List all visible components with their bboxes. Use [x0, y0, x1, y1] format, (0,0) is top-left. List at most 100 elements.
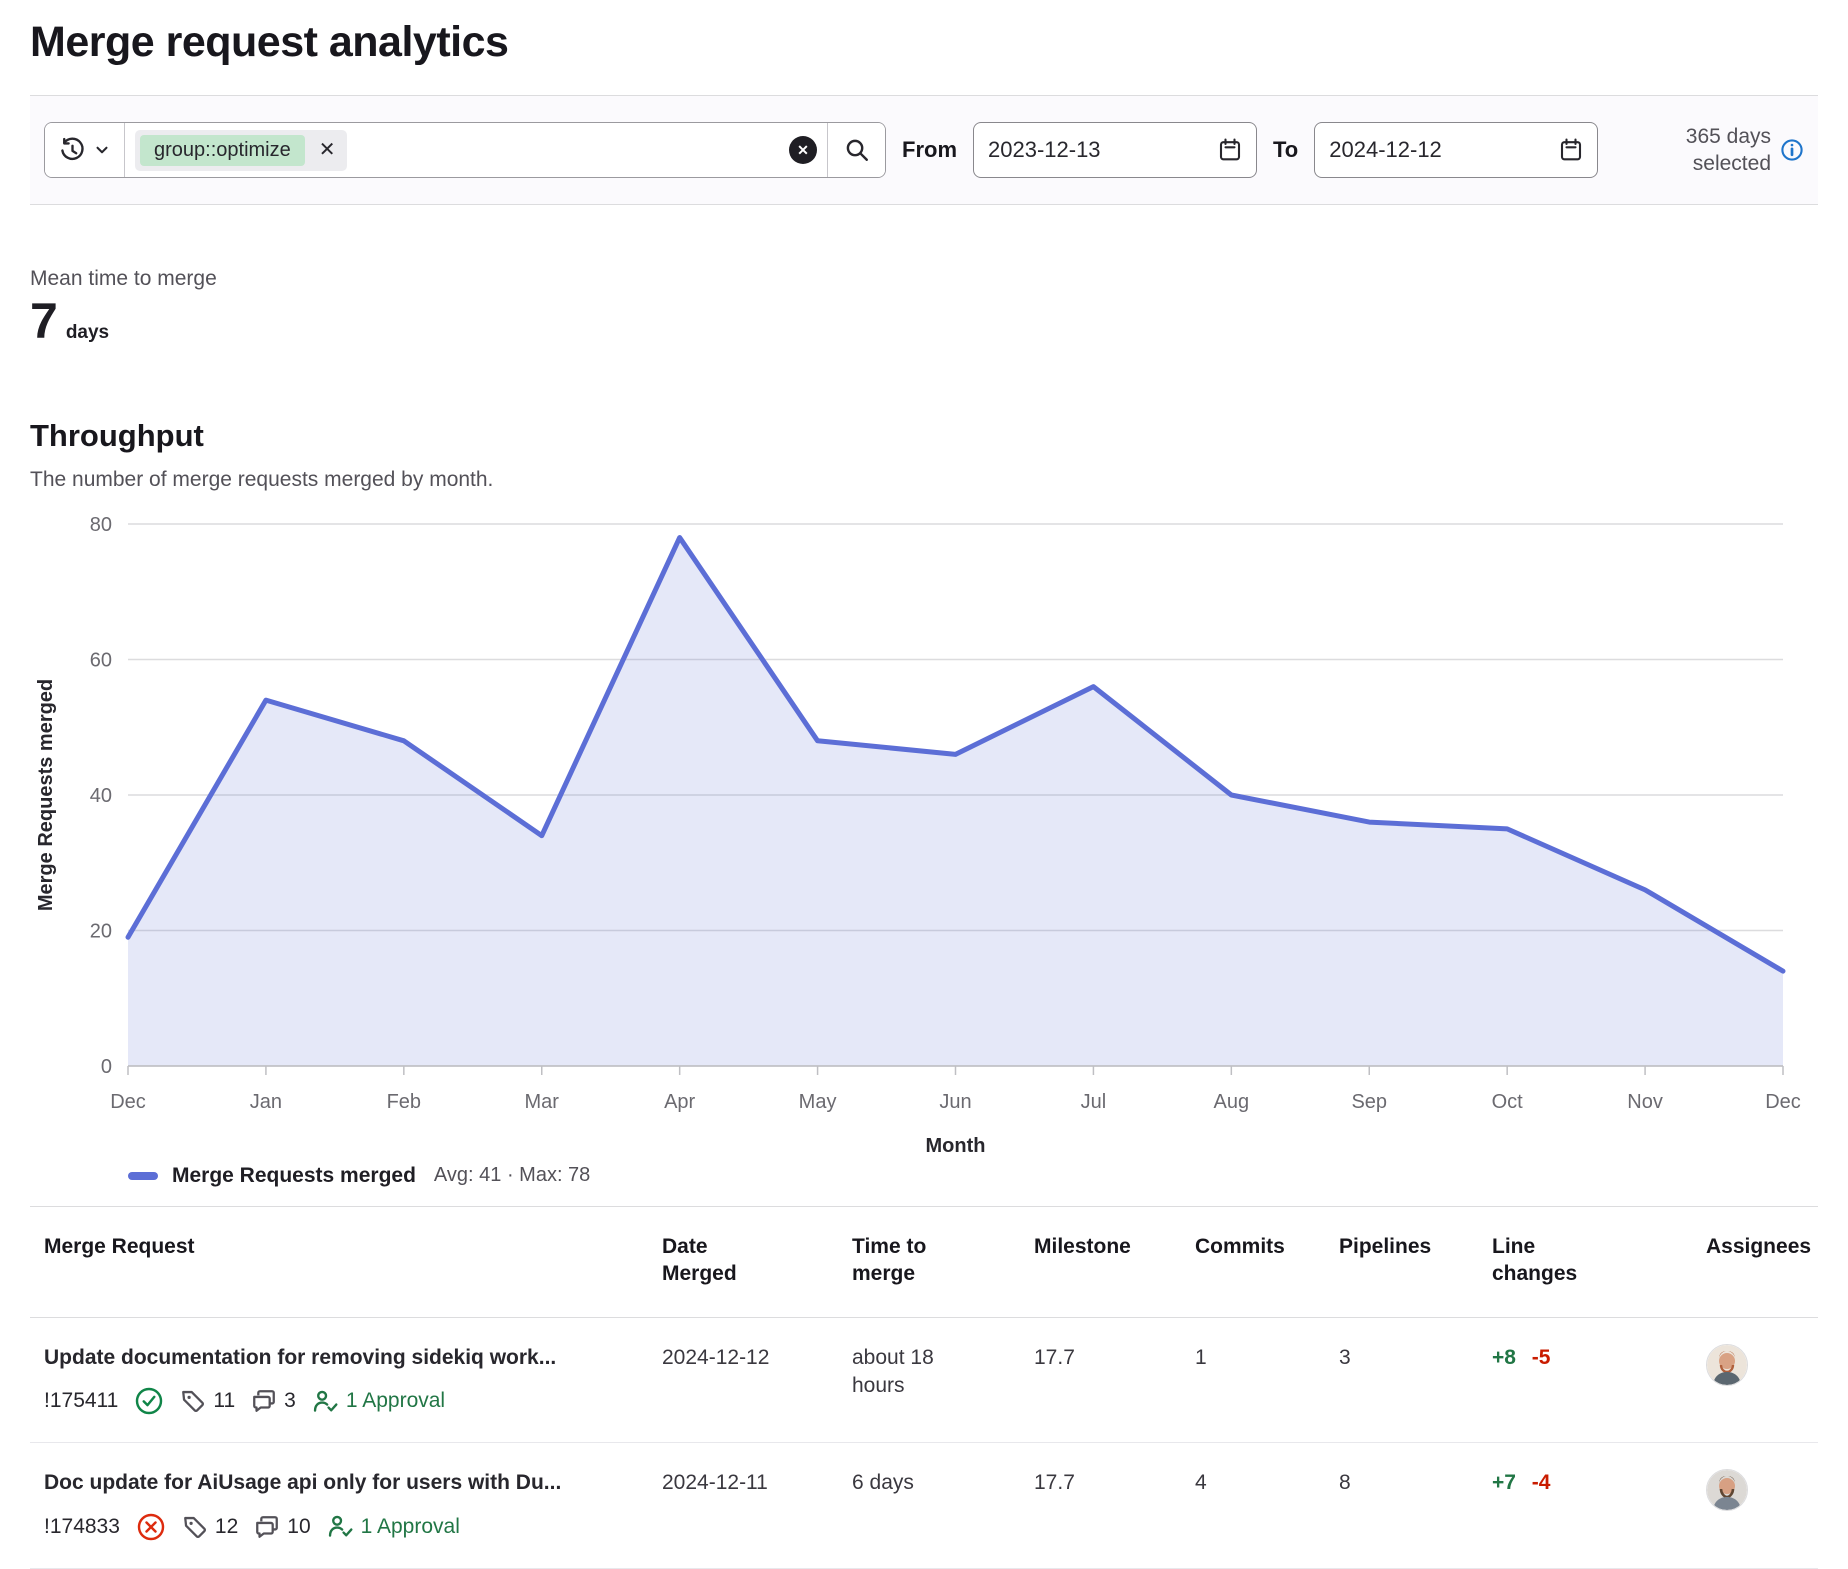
- svg-text:0: 0: [101, 1056, 112, 1078]
- from-label: From: [902, 137, 957, 163]
- label-icon: [182, 1514, 208, 1540]
- merged-status-icon: [134, 1386, 164, 1416]
- to-date-input[interactable]: 2024-12-12: [1314, 122, 1598, 178]
- calendar-icon: [1218, 138, 1242, 162]
- labels-count[interactable]: 12: [182, 1513, 238, 1541]
- legend-swatch: [128, 1172, 158, 1180]
- svg-text:Dec: Dec: [1765, 1091, 1801, 1113]
- throughput-title: Throughput: [30, 418, 1818, 454]
- search-icon: [844, 137, 870, 163]
- milestone-cell: 17.7: [1034, 1443, 1195, 1567]
- metric-label: Mean time to merge: [30, 267, 1818, 291]
- history-icon: [59, 137, 86, 164]
- to-date-value: 2024-12-12: [1329, 137, 1442, 163]
- approval-icon: [327, 1513, 354, 1540]
- token-remove-button[interactable]: ✕: [315, 140, 340, 160]
- days-selected-text: 365 days selected: [1639, 123, 1771, 178]
- col-merge-request: Merge Request: [30, 1207, 662, 1318]
- merge-request-link[interactable]: Update documentation for removing sideki…: [44, 1344, 652, 1372]
- approvals[interactable]: 1 Approval: [312, 1387, 445, 1415]
- throughput-chart: 020406080DecJanFebMarAprMayJunJulAugSepO…: [30, 504, 1818, 1188]
- svg-text:May: May: [799, 1091, 837, 1113]
- info-icon[interactable]: [1780, 138, 1804, 162]
- filtered-search: group::optimize ✕ ✕: [44, 122, 886, 178]
- col-commits: Commits: [1195, 1207, 1339, 1318]
- col-pipelines: Pipelines: [1339, 1207, 1492, 1318]
- chevron-down-icon: [93, 141, 111, 159]
- svg-text:Apr: Apr: [664, 1091, 695, 1113]
- search-history-button[interactable]: [45, 123, 125, 177]
- avatar[interactable]: [1706, 1469, 1748, 1511]
- labels-count[interactable]: 11: [180, 1387, 235, 1415]
- area-chart: 020406080DecJanFebMarAprMayJunJulAugSepO…: [30, 504, 1818, 1160]
- svg-text:80: 80: [90, 514, 112, 536]
- svg-text:Month: Month: [926, 1135, 986, 1157]
- days-selected-indicator: 365 days selected: [1639, 123, 1804, 178]
- svg-text:Jul: Jul: [1081, 1091, 1107, 1113]
- line-changes-cell: +8 -5: [1492, 1318, 1684, 1442]
- filter-token-value: group::optimize: [140, 135, 305, 166]
- svg-text:Nov: Nov: [1627, 1091, 1663, 1113]
- comments-count[interactable]: 3: [251, 1387, 296, 1415]
- deletions: -5: [1532, 1346, 1551, 1369]
- svg-text:40: 40: [90, 785, 112, 807]
- svg-text:Feb: Feb: [387, 1091, 421, 1113]
- commits-cell: 1: [1195, 1318, 1339, 1442]
- col-time-to-merge: Time to merge: [852, 1233, 952, 1288]
- pipelines-cell: 8: [1339, 1443, 1492, 1567]
- approval-text: 1 Approval: [361, 1513, 460, 1541]
- date-merged-cell: 2024-12-11: [662, 1443, 852, 1567]
- svg-text:Aug: Aug: [1214, 1091, 1250, 1113]
- mean-time-to-merge-metric: Mean time to merge 7 days: [30, 267, 1818, 348]
- throughput-subtitle: The number of merge requests merged by m…: [30, 468, 1818, 492]
- commits-cell: 4: [1195, 1443, 1339, 1567]
- deletions: -4: [1532, 1471, 1551, 1494]
- comments-count[interactable]: 10: [254, 1513, 310, 1541]
- comments-icon: [251, 1388, 277, 1414]
- label-icon: [180, 1388, 206, 1414]
- table-row: Update documentation for removing sideki…: [30, 1318, 1818, 1443]
- from-date-input[interactable]: 2023-12-13: [973, 122, 1257, 178]
- closed-status-icon: [136, 1512, 166, 1542]
- additions: +8: [1492, 1346, 1516, 1369]
- filter-bar: group::optimize ✕ ✕ From 2023-12-13: [30, 95, 1818, 205]
- col-assignees: Assignees: [1684, 1207, 1821, 1318]
- svg-text:Oct: Oct: [1492, 1091, 1524, 1113]
- search-submit-button[interactable]: [827, 123, 885, 177]
- clear-search-icon: ✕: [789, 136, 817, 164]
- approval-icon: [312, 1388, 339, 1415]
- legend-stats: Avg: 41 · Max: 78: [434, 1164, 590, 1187]
- search-input[interactable]: group::optimize ✕: [125, 123, 779, 177]
- merge-request-link[interactable]: Doc update for AiUsage api only for user…: [44, 1469, 652, 1497]
- time-to-merge-cell: about 18 hours: [852, 1318, 972, 1442]
- metric-unit: days: [66, 322, 109, 344]
- clear-search-button[interactable]: ✕: [779, 123, 827, 177]
- metric-value: 7: [30, 295, 58, 348]
- approvals[interactable]: 1 Approval: [327, 1513, 460, 1541]
- col-milestone: Milestone: [1034, 1207, 1195, 1318]
- calendar-icon: [1559, 138, 1583, 162]
- to-label: To: [1273, 137, 1298, 163]
- svg-text:60: 60: [90, 649, 112, 671]
- col-line-changes: Line changes: [1492, 1233, 1584, 1288]
- comments-icon: [254, 1514, 280, 1540]
- svg-text:Mar: Mar: [525, 1091, 560, 1113]
- page-title: Merge request analytics: [30, 18, 1818, 67]
- avatar[interactable]: [1706, 1344, 1748, 1386]
- filter-token: group::optimize ✕: [135, 130, 347, 171]
- additions: +7: [1492, 1471, 1516, 1494]
- merge-request-table: Merge Request Date Merged Time to merge …: [30, 1206, 1818, 1569]
- legend-label: Merge Requests merged: [172, 1164, 416, 1188]
- svg-text:Merge Requests merged: Merge Requests merged: [35, 678, 57, 910]
- table-row: Doc update for AiUsage api only for user…: [30, 1443, 1818, 1568]
- merge-request-id: !175411: [44, 1387, 118, 1415]
- pipelines-cell: 3: [1339, 1318, 1492, 1442]
- svg-text:Sep: Sep: [1351, 1091, 1387, 1113]
- svg-text:20: 20: [90, 920, 112, 942]
- milestone-cell: 17.7: [1034, 1318, 1195, 1442]
- approval-text: 1 Approval: [346, 1387, 445, 1415]
- from-date-value: 2023-12-13: [988, 137, 1101, 163]
- time-to-merge-cell: 6 days: [852, 1443, 972, 1567]
- merge-request-id: !174833: [44, 1513, 120, 1541]
- line-changes-cell: +7 -4: [1492, 1443, 1684, 1567]
